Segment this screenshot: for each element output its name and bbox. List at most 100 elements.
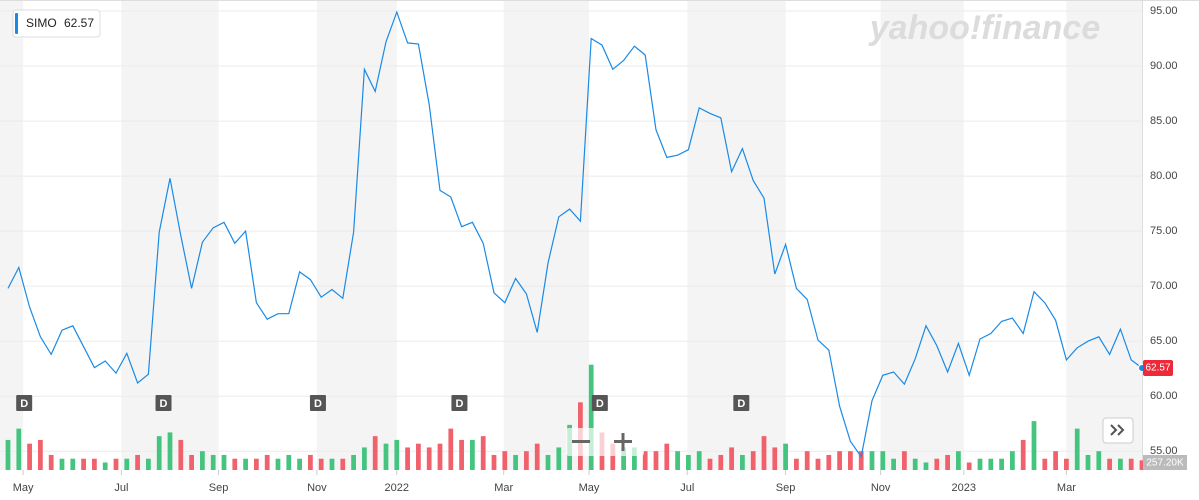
dividend-box bbox=[591, 395, 608, 411]
forward-button[interactable] bbox=[1102, 417, 1134, 444]
volume-bar bbox=[340, 458, 346, 470]
band bbox=[0, 0, 24, 470]
volume-bar bbox=[966, 462, 972, 470]
volume-bar bbox=[923, 462, 929, 470]
volume-bar bbox=[210, 454, 216, 470]
dividend-label: D bbox=[160, 398, 168, 410]
band bbox=[503, 0, 590, 470]
volume-bar bbox=[318, 458, 324, 470]
band bbox=[121, 0, 219, 470]
volume-bar bbox=[156, 436, 162, 470]
x-tick-label: May bbox=[13, 482, 34, 494]
volume-bar bbox=[48, 454, 54, 470]
dividend-box bbox=[451, 395, 468, 411]
volume-bar bbox=[1064, 458, 1069, 470]
volume-bar bbox=[1074, 428, 1080, 470]
volume-bar bbox=[16, 428, 22, 470]
volume-bar bbox=[502, 451, 508, 470]
volume-bar bbox=[437, 443, 443, 470]
forward-icon bbox=[1110, 424, 1125, 436]
volume-bar bbox=[588, 364, 594, 470]
volume-bar bbox=[610, 443, 616, 470]
volume-bar bbox=[135, 454, 140, 470]
volume-bar bbox=[1118, 458, 1123, 470]
volume-bar bbox=[221, 454, 227, 470]
y-tick-label: 70.00 bbox=[1150, 280, 1178, 292]
volume-bar bbox=[470, 439, 475, 470]
volume-bar bbox=[383, 443, 389, 470]
volume-bar bbox=[696, 451, 702, 470]
volume-bar bbox=[362, 447, 367, 470]
band bbox=[1066, 0, 1142, 470]
volume-bar bbox=[70, 458, 76, 470]
legend-swatch bbox=[15, 13, 18, 34]
volume-bar bbox=[102, 462, 108, 470]
volume-bar bbox=[297, 458, 302, 470]
legend-value: 62.57 bbox=[64, 16, 94, 30]
volume-bar bbox=[92, 458, 97, 470]
volume-bar bbox=[642, 451, 648, 470]
dividend-box bbox=[733, 395, 750, 411]
legend-box bbox=[12, 9, 101, 38]
volume-bar bbox=[858, 451, 864, 470]
volume-bar bbox=[934, 458, 940, 470]
volume-bar bbox=[891, 458, 896, 470]
volume-bar bbox=[232, 458, 238, 470]
volume-bar bbox=[329, 458, 335, 470]
x-tick-label: Nov bbox=[307, 482, 327, 494]
volume-bar bbox=[524, 451, 529, 470]
dividend-box bbox=[155, 395, 172, 411]
zoom-out[interactable] bbox=[572, 440, 590, 443]
x-tick-label: Jul bbox=[680, 482, 694, 494]
volume-bar bbox=[912, 458, 918, 470]
volume-bar bbox=[254, 458, 259, 470]
volume-bar bbox=[686, 454, 691, 470]
volume-bar bbox=[632, 447, 637, 470]
band bbox=[880, 0, 964, 470]
zoom-in-v[interactable] bbox=[621, 433, 625, 451]
volume-bar bbox=[167, 432, 173, 470]
forward-bg[interactable] bbox=[1102, 417, 1134, 444]
volume-bar bbox=[1031, 421, 1037, 470]
volume-bar bbox=[750, 451, 756, 470]
volume-bar bbox=[426, 447, 432, 470]
volume-bar bbox=[664, 443, 670, 470]
y-tick-label: 60.00 bbox=[1150, 390, 1178, 402]
volume-bar bbox=[826, 454, 832, 470]
volume-bar bbox=[556, 447, 562, 470]
volume-bar bbox=[794, 458, 799, 470]
volume-bar bbox=[351, 454, 356, 470]
volume-bar bbox=[178, 439, 184, 470]
volume-bar bbox=[448, 428, 454, 470]
y-tick-label: 80.00 bbox=[1150, 170, 1178, 182]
volume-bar bbox=[977, 458, 983, 470]
volume-label: 257.20K bbox=[1146, 458, 1184, 469]
volume-bar bbox=[621, 447, 626, 470]
price-label: 62.57 bbox=[1145, 363, 1170, 374]
x-tick-label: Sep bbox=[776, 482, 796, 494]
zoom-controls bbox=[566, 428, 644, 456]
volume-bar bbox=[1010, 451, 1015, 470]
volume-bar bbox=[394, 439, 400, 470]
volume-bar bbox=[27, 443, 32, 470]
volume-bar bbox=[729, 447, 734, 470]
volume-bar bbox=[534, 443, 540, 470]
volume-bar bbox=[880, 451, 886, 470]
volume-bar bbox=[491, 454, 497, 470]
volume-bar bbox=[1053, 451, 1058, 470]
watermark: yahoo!finance bbox=[868, 9, 1100, 47]
volume-bar bbox=[988, 458, 994, 470]
volume-bar bbox=[783, 443, 788, 470]
volume-bar bbox=[707, 458, 713, 470]
y-tick-label: 90.00 bbox=[1150, 60, 1178, 72]
x-tick-label: Mar bbox=[1057, 482, 1076, 494]
volume-bar bbox=[1128, 458, 1134, 470]
volume-label-box bbox=[1143, 455, 1187, 470]
volume-bar bbox=[1096, 451, 1102, 470]
y-tick-label: 85.00 bbox=[1150, 115, 1178, 127]
volume-bar bbox=[772, 447, 778, 470]
dividend-label: D bbox=[737, 398, 745, 410]
dividend-box bbox=[16, 395, 33, 411]
